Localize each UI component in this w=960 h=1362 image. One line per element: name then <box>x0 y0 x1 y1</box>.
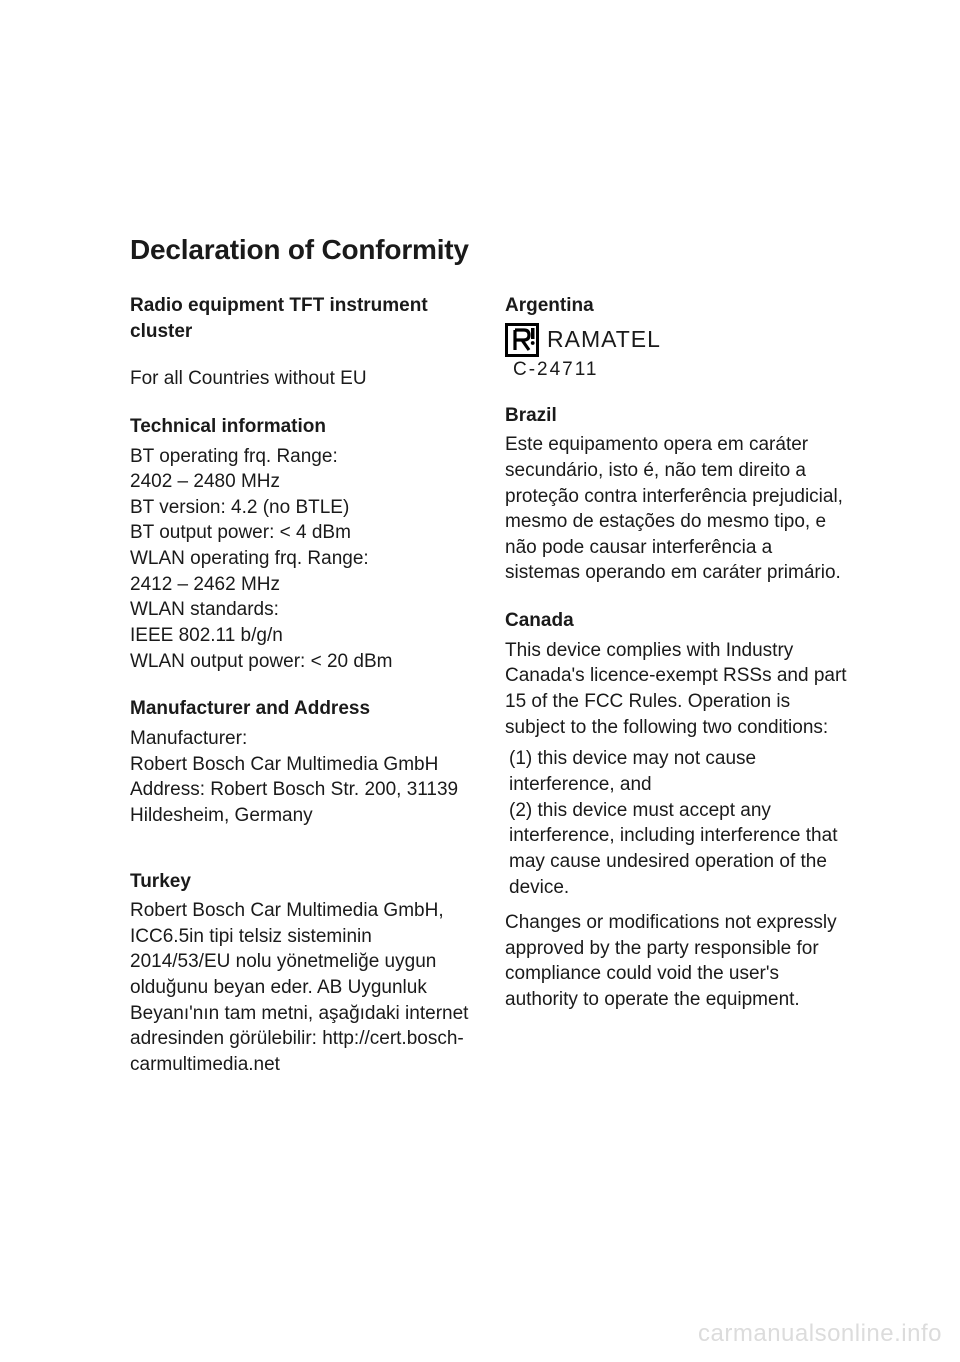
mfr-line: Robert Bosch Car Multimedia GmbH <box>130 752 475 778</box>
ramatel-logo: RAMATEL <box>505 323 850 357</box>
tech-line: 2412 – 2462 MHz <box>130 572 475 598</box>
right-column: Argentina RAMATEL C-24711 Brazil Este eq… <box>505 293 850 1100</box>
canada-paragraph: Changes or modifications not expressly a… <box>505 910 850 1013</box>
technical-info-heading: Technical information <box>130 414 475 440</box>
tech-line: WLAN operating frq. Range: <box>130 546 475 572</box>
countries-text: For all Countries without EU <box>130 366 475 392</box>
watermark-text: carmanualsonline.info <box>698 1320 942 1348</box>
canada-paragraph: This device complies with Industry Canad… <box>505 638 850 741</box>
tech-line: IEEE 802.11 b/g/n <box>130 623 475 649</box>
tech-line: BT operating frq. Range: <box>130 444 475 470</box>
argentina-heading: Argentina <box>505 293 850 319</box>
tech-line: BT output power: < 4 dBm <box>130 520 475 546</box>
two-column-layout: Radio equipment TFT instrument cluster F… <box>130 293 865 1100</box>
brazil-body: Este equipamento opera em caráter secund… <box>505 432 850 586</box>
canada-condition-2: (2) this device must accept any interfer… <box>505 798 850 901</box>
left-column: Radio equipment TFT instrument cluster F… <box>130 293 475 1100</box>
manufacturer-block: Manufacturer and Address Manufacturer: R… <box>130 696 475 828</box>
ramatel-code: C-24711 <box>513 359 850 381</box>
document-page: Declaration of Conformity Radio equipmen… <box>0 0 960 1100</box>
mfr-line: Manufacturer: <box>130 726 475 752</box>
brazil-heading: Brazil <box>505 403 850 429</box>
radio-equipment-heading: Radio equipment TFT instrument cluster <box>130 293 475 344</box>
radio-equipment-block: Radio equipment TFT instrument cluster <box>130 293 475 344</box>
countries-block: For all Countries without EU <box>130 366 475 392</box>
turkey-heading: Turkey <box>130 869 475 895</box>
mfr-line: Address: Robert Bosch Str. 200, 31139 Hi… <box>130 777 475 828</box>
turkey-block: Turkey Robert Bosch Car Multimedia GmbH,… <box>130 869 475 1078</box>
brazil-block: Brazil Este equipamento opera em caráter… <box>505 403 850 586</box>
canada-block: Canada This device complies with Industr… <box>505 608 850 1013</box>
technical-info-block: Technical information BT operating frq. … <box>130 414 475 674</box>
turkey-body: Robert Bosch Car Multimedia GmbH, ICC6.5… <box>130 898 475 1077</box>
canada-heading: Canada <box>505 608 850 634</box>
argentina-block: Argentina RAMATEL C-24711 <box>505 293 850 381</box>
canada-condition-1: (1) this device may not cause interferen… <box>505 746 850 797</box>
ramatel-text: RAMATEL <box>547 326 661 353</box>
ramatel-r-icon <box>505 323 539 357</box>
tech-line: BT version: 4.2 (no BTLE) <box>130 495 475 521</box>
tech-line: 2402 – 2480 MHz <box>130 469 475 495</box>
tech-line: WLAN standards: <box>130 597 475 623</box>
manufacturer-heading: Manufacturer and Address <box>130 696 475 722</box>
page-title: Declaration of Conformity <box>130 232 865 267</box>
tech-line: WLAN output power: < 20 dBm <box>130 649 475 675</box>
